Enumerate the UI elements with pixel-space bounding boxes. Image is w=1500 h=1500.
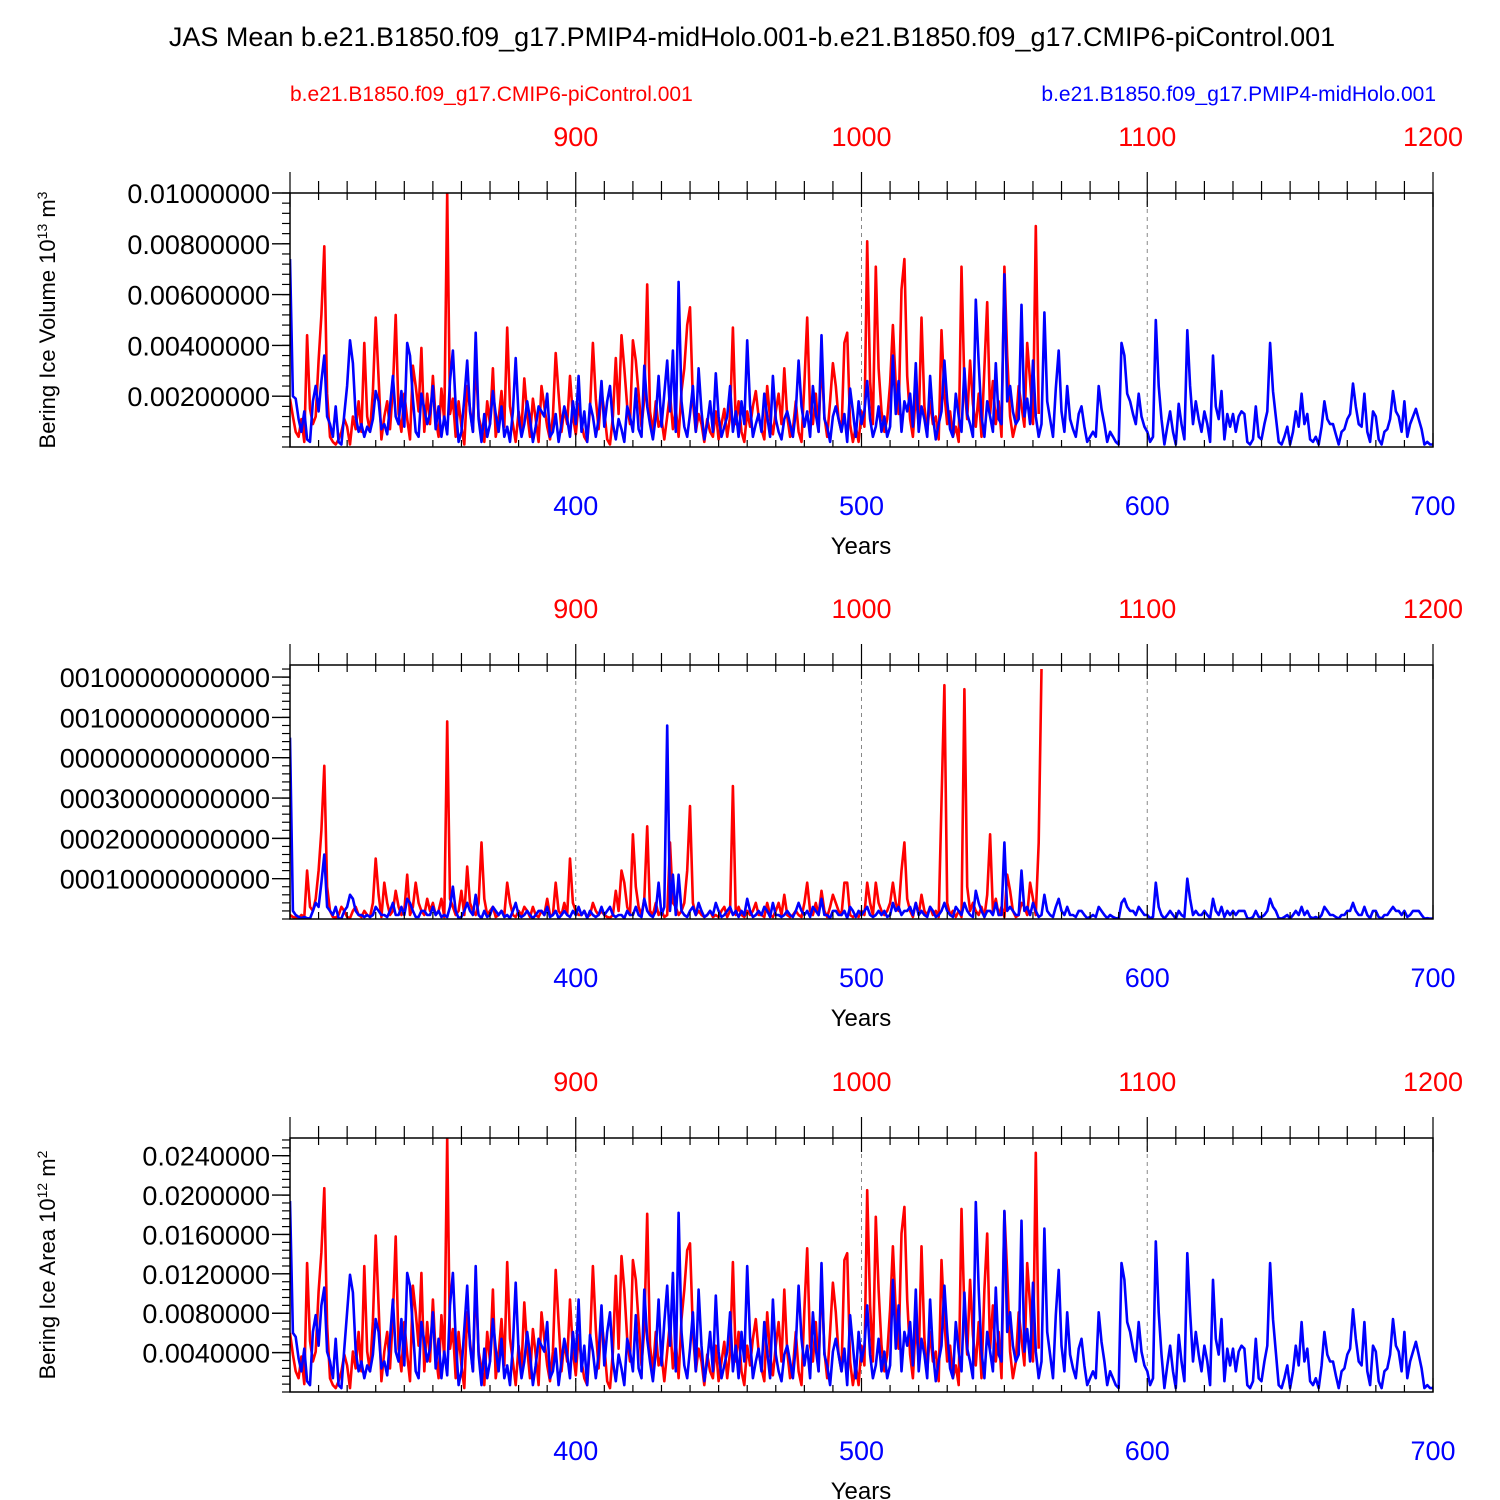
y-axis-label-main: Bering Ice Volume 10 xyxy=(35,239,60,448)
legend-red-label: b.e21.B1850.f09_g17.CMIP6-piControl.001 xyxy=(290,83,693,106)
y-tick-label: 00100000000000 xyxy=(60,663,270,693)
y-tick-label: 0.0200000 xyxy=(142,1181,270,1211)
x-tick-label-bottom: 600 xyxy=(1125,963,1170,993)
x-tick-label-top: 1200 xyxy=(1403,1067,1463,1097)
x-tick-label-bottom: 600 xyxy=(1125,1436,1170,1466)
x-tick-label-bottom: 700 xyxy=(1410,491,1455,521)
y-tick-label: 0.00200000 xyxy=(127,382,270,412)
y-tick-label: 0.0240000 xyxy=(142,1142,270,1172)
x-tick-label-bottom: 400 xyxy=(553,1436,598,1466)
x-tick-label-top: 900 xyxy=(553,594,598,624)
y-tick-label: 0.01000000 xyxy=(127,179,270,209)
chart-panel-3: 400 500 600 700 900 1000 1100 1200 Years 0.004000… xyxy=(34,1067,1463,1500)
x-tick-label-top: 1100 xyxy=(1118,594,1176,624)
x-tick-label-bottom: 400 xyxy=(553,963,598,993)
legend-blue-label: b.e21.B1850.f09_g17.PMIP4-midHolo.001 xyxy=(1041,83,1436,106)
y-tick-label: 0.00400000 xyxy=(127,331,270,361)
chart-panel-2: 400 500 600 700 900 1000 1100 1200 Years 00010000… xyxy=(60,594,1463,1032)
x-tick-label-top: 1000 xyxy=(831,594,891,624)
x-tick-label-top: 1000 xyxy=(831,1067,891,1097)
y-tick-label: 00020000000000 xyxy=(60,824,270,854)
y-axis-label: Bering Ice Volume 1013 m3 xyxy=(34,191,60,448)
x-tick-label-top: 900 xyxy=(553,1067,598,1097)
x-tick-label-top: 900 xyxy=(553,122,598,152)
y-axis-label: Bering Ice Area 1012 m2 xyxy=(34,1150,60,1379)
y-tick-label: 00000000000000 xyxy=(60,744,270,774)
x-tick-label-top: 1200 xyxy=(1403,594,1463,624)
y-axis-label-exp: 12 xyxy=(34,1183,50,1199)
x-tick-label-bottom: 500 xyxy=(839,1436,884,1466)
panels-group: 400 500 600 700 900 1000 1100 1200 Years 0.002000… xyxy=(34,122,1463,1500)
x-axis-label: Years xyxy=(831,1478,892,1500)
y-axis-label-exp: 13 xyxy=(34,224,50,240)
x-tick-label-top: 1100 xyxy=(1118,122,1176,152)
plot-frame xyxy=(289,664,1434,920)
series-line-blue xyxy=(290,1200,1433,1390)
y-axis-label-main: Bering Ice Area 10 xyxy=(35,1198,60,1379)
y-axis-label-unit-exp: 3 xyxy=(34,191,50,199)
y-tick-label: 00010000000000 xyxy=(60,865,270,895)
y-tick-label: 0.00600000 xyxy=(127,281,270,311)
y-tick-label: 0.0120000 xyxy=(142,1260,270,1290)
x-tick-label-top: 1200 xyxy=(1403,122,1463,152)
x-tick-label-top: 1000 xyxy=(831,122,891,152)
y-tick-label: 0.00800000 xyxy=(127,230,270,260)
x-tick-label-bottom: 400 xyxy=(553,491,598,521)
series-line-blue xyxy=(290,258,1433,446)
x-tick-label-bottom: 500 xyxy=(839,963,884,993)
y-tick-label: 00100000000000 xyxy=(60,703,270,733)
y-tick-label: 0.0040000 xyxy=(142,1339,270,1369)
x-tick-label-bottom: 500 xyxy=(839,491,884,521)
x-tick-label-bottom: 700 xyxy=(1410,1436,1455,1466)
chart-title: JAS Mean b.e21.B1850.f09_g17.PMIP4-midHo… xyxy=(169,22,1335,52)
series-line-blue xyxy=(290,724,1433,919)
y-axis-label-unit: m xyxy=(35,199,60,223)
plot-frame xyxy=(289,192,1434,448)
x-tick-label-bottom: 600 xyxy=(1125,491,1170,521)
y-tick-label: 00030000000000 xyxy=(60,784,270,814)
chart-panel-1: 400 500 600 700 900 1000 1100 1200 Years 0.002000… xyxy=(34,122,1463,560)
x-axis-label: Years xyxy=(831,533,892,560)
y-tick-label: 0.0160000 xyxy=(142,1220,270,1250)
x-axis-label: Years xyxy=(831,1005,892,1032)
x-tick-label-bottom: 700 xyxy=(1410,963,1455,993)
x-tick-label-top: 1100 xyxy=(1118,1067,1176,1097)
y-axis-label-unit-exp: 2 xyxy=(34,1150,50,1158)
y-tick-label: 0.0080000 xyxy=(142,1299,270,1329)
y-axis-label-unit: m xyxy=(35,1158,60,1182)
